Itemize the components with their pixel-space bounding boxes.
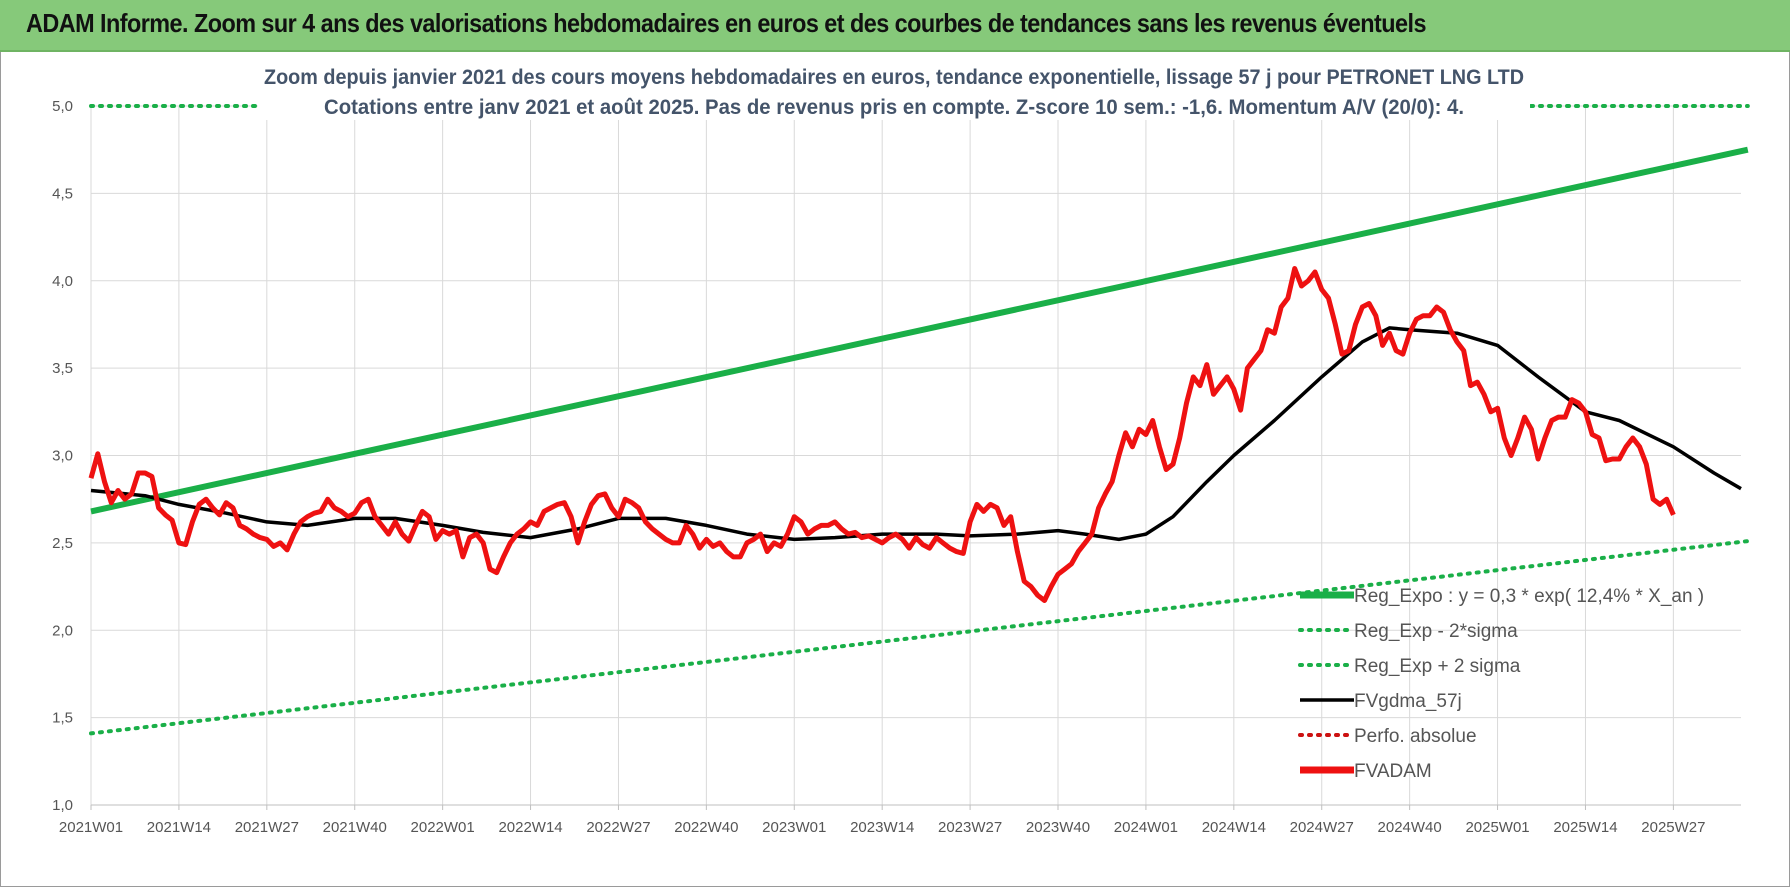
chart-title-line2: Cotations entre janv 2021 et août 2025. … bbox=[324, 96, 1464, 119]
chart: 1,01,52,02,53,03,54,04,55,0 2021W01 2021W… bbox=[52, 60, 1750, 836]
legend-label-4: Perfo. absolue bbox=[1354, 726, 1477, 747]
y-tick-label: 5,0 bbox=[52, 98, 73, 115]
x-tick-label: 2021W14 bbox=[147, 819, 211, 836]
page-title: ADAM Informe. Zoom sur 4 ans des valoris… bbox=[26, 8, 1426, 38]
x-tick-label: 2022W40 bbox=[674, 819, 738, 836]
x-tick-label: 2024W01 bbox=[1114, 819, 1178, 836]
x-tick-label: 2023W27 bbox=[938, 819, 1002, 836]
x-tick-label: 2024W14 bbox=[1202, 819, 1266, 836]
x-tick-label: 2021W40 bbox=[323, 819, 387, 836]
x-tick-label: 2021W27 bbox=[235, 819, 299, 836]
title-background bbox=[258, 60, 1530, 120]
series-line-0 bbox=[90, 146, 1749, 515]
x-tick-label: 2023W01 bbox=[762, 819, 826, 836]
x-tick-label: 2022W01 bbox=[411, 819, 475, 836]
legend-label-3: FVgdma_57j bbox=[1354, 691, 1462, 712]
y-tick-label: 1,5 bbox=[52, 710, 73, 727]
legend-label-5: FVADAM bbox=[1354, 761, 1432, 782]
x-axis-ticks: 2021W01 2021W14 2021W27 2021W40 2022W01 2022W… bbox=[59, 819, 1706, 836]
x-tick-label: 2024W40 bbox=[1378, 819, 1442, 836]
x-tick-label: 2021W01 bbox=[59, 819, 123, 836]
header-bar: ADAM Informe. Zoom sur 4 ans des valoris… bbox=[0, 0, 1790, 52]
legend-label-0: Reg_Expo : y = 0,3 * exp( 12,4% * X_an ) bbox=[1354, 586, 1704, 607]
series-line-5 bbox=[88, 266, 1676, 603]
x-tick-label: 2024W27 bbox=[1290, 819, 1354, 836]
x-tick-label: 2022W27 bbox=[586, 819, 650, 836]
x-tick-label: 2022W14 bbox=[498, 819, 562, 836]
y-axis-ticks: 1,0 1,5 2,0 2,5 3,0 3,5 4,0 4,5 5,0 bbox=[52, 98, 73, 814]
y-tick-label: 2,0 bbox=[52, 622, 73, 639]
x-tick-label: 2025W14 bbox=[1553, 819, 1617, 836]
x-tick-label: 2023W40 bbox=[1026, 819, 1090, 836]
y-tick-label: 3,0 bbox=[52, 448, 73, 465]
y-tick-label: 4,5 bbox=[52, 185, 73, 202]
x-tick-label: 2023W14 bbox=[850, 819, 914, 836]
legend: Reg_Expo : y = 0,3 * exp( 12,4% * X_an )… bbox=[1298, 586, 1704, 782]
x-tick-label: 2025W27 bbox=[1641, 819, 1705, 836]
y-tick-label: 1,0 bbox=[52, 797, 73, 814]
series-line-3 bbox=[90, 326, 1742, 542]
x-tick-label: 2025W01 bbox=[1465, 819, 1529, 836]
chart-title-line1: Zoom depuis janvier 2021 des cours moyen… bbox=[264, 66, 1524, 89]
y-tick-label: 4,0 bbox=[52, 273, 73, 290]
y-tick-label: 2,5 bbox=[52, 535, 73, 552]
legend-label-2: Reg_Exp + 2 sigma bbox=[1354, 656, 1521, 677]
y-tick-label: 3,5 bbox=[52, 360, 73, 377]
legend-label-1: Reg_Exp - 2*sigma bbox=[1354, 621, 1518, 642]
series-line-1 bbox=[89, 539, 1750, 736]
